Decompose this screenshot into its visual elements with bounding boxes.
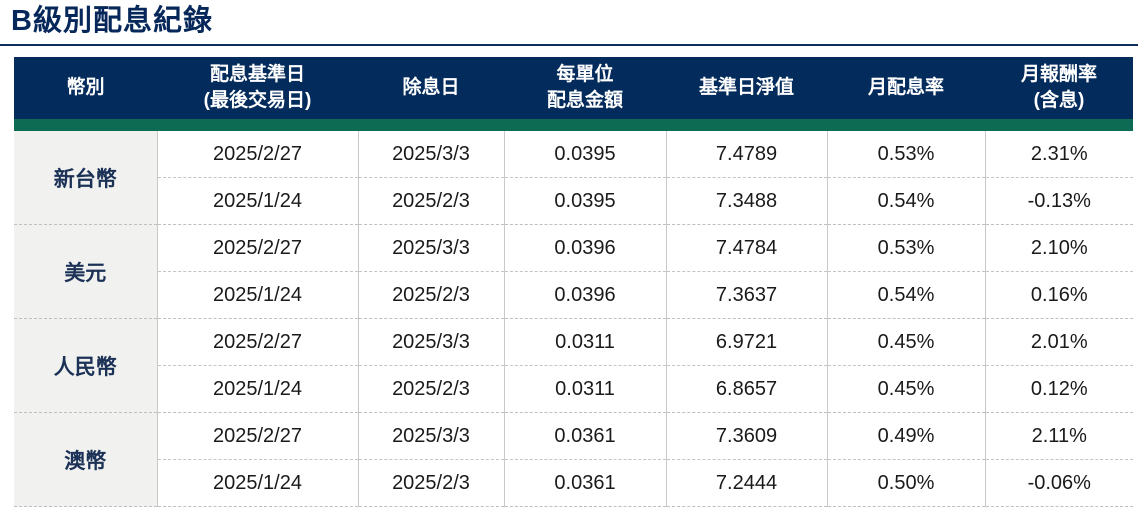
col-header-record-date-label: 配息基準日 xyxy=(209,64,305,85)
col-header-currency-label: 幣別 xyxy=(66,77,105,98)
currency-cell: 澳幣 xyxy=(14,412,157,507)
monthly-return-cell: 2.11% xyxy=(984,412,1133,460)
page-title: B級別配息紀錄 xyxy=(11,5,213,37)
ex-dividend-date-cell: 2025/2/3 xyxy=(357,177,504,225)
nav-cell: 7.2444 xyxy=(665,459,827,507)
nav-cell: 6.8657 xyxy=(665,365,827,413)
monthly-dividend-rate-cell: 0.45% xyxy=(826,365,985,413)
dividend-per-unit-cell: 0.0311 xyxy=(503,318,666,366)
table-row: 澳幣 2025/2/27 2025/3/3 0.0361 7.3609 0.49… xyxy=(14,412,1133,507)
dividend-record-date-cell: 2025/1/24 xyxy=(156,271,358,319)
table-row: 2025/1/24 2025/2/3 0.0395 7.3488 0.54% -… xyxy=(14,177,1133,225)
nav-cell: 7.4789 xyxy=(665,125,827,178)
col-header-monthly-return-label: 月報酬率 xyxy=(1020,64,1097,85)
monthly-dividend-rate-cell: 0.45% xyxy=(826,318,985,366)
dividend-per-unit-cell: 0.0396 xyxy=(503,224,666,272)
monthly-return-cell: 2.31% xyxy=(984,125,1133,178)
currency-cell: 人民幣 xyxy=(14,318,157,413)
monthly-return-cell: 2.01% xyxy=(984,318,1133,366)
dividend-record-date-cell: 2025/1/24 xyxy=(156,459,358,507)
monthly-dividend-rate-cell: 0.50% xyxy=(826,459,985,507)
ex-dividend-date-cell: 2025/3/3 xyxy=(357,224,504,272)
col-header-ex-dividend-date: 除息日 xyxy=(358,57,504,131)
dividend-record-date-cell: 2025/2/27 xyxy=(156,412,358,460)
dividend-record-date-cell: 2025/1/24 xyxy=(156,177,358,225)
monthly-dividend-rate-cell: 0.49% xyxy=(826,412,985,460)
col-header-record-date: 配息基準日 (最後交易日) xyxy=(157,57,358,131)
table-row: 2025/1/24 2025/2/3 0.0311 6.8657 0.45% 0… xyxy=(14,365,1133,413)
nav-cell: 6.9721 xyxy=(665,318,827,366)
ex-dividend-date-cell: 2025/2/3 xyxy=(357,459,504,507)
dividend-per-unit-cell: 0.0361 xyxy=(503,412,666,460)
table-row: 美元 2025/2/27 2025/3/3 0.0396 7.4784 0.53… xyxy=(14,224,1133,319)
col-header-monthly-dividend-rate-label: 月配息率 xyxy=(867,77,944,98)
ex-dividend-date-cell: 2025/3/3 xyxy=(357,318,504,366)
dividend-record-date-cell: 2025/1/24 xyxy=(156,365,358,413)
ex-dividend-date-cell: 2025/2/3 xyxy=(357,271,504,319)
col-header-currency: 幣別 xyxy=(14,57,157,131)
table-row: 人民幣 2025/2/27 2025/3/3 0.0311 6.9721 0.4… xyxy=(14,318,1133,413)
dividend-per-unit-cell: 0.0395 xyxy=(503,177,666,225)
dividend-record-date-cell: 2025/2/27 xyxy=(156,224,358,272)
col-header-monthly-dividend-rate: 月配息率 xyxy=(827,57,985,131)
ex-dividend-date-cell: 2025/3/3 xyxy=(357,412,504,460)
dividend-per-unit-cell: 0.0311 xyxy=(503,365,666,413)
nav-cell: 7.3488 xyxy=(665,177,827,225)
monthly-dividend-rate-cell: 0.53% xyxy=(826,125,985,178)
dividend-record-date-cell: 2025/2/27 xyxy=(156,125,358,178)
col-header-dividend-per-unit-label: 每單位 xyxy=(556,64,614,85)
dividend-table-container: 幣別 配息基準日 (最後交易日) 除息日 每單位 配息金額 基準日淨值 xyxy=(14,57,1138,507)
monthly-return-cell: -0.13% xyxy=(984,177,1133,225)
monthly-return-cell: 0.16% xyxy=(984,271,1133,319)
ex-dividend-date-cell: 2025/3/3 xyxy=(357,125,504,178)
dividend-per-unit-cell: 0.0361 xyxy=(503,459,666,507)
col-header-monthly-return: 月報酬率 (含息) xyxy=(985,57,1133,131)
dividend-per-unit-cell: 0.0395 xyxy=(503,125,666,178)
monthly-dividend-rate-cell: 0.54% xyxy=(826,177,985,225)
monthly-return-cell: -0.06% xyxy=(984,459,1133,507)
currency-cell: 新台幣 xyxy=(14,125,157,225)
table-row: 新台幣 2025/2/27 2025/3/3 0.0395 7.4789 0.5… xyxy=(14,125,1133,225)
dividend-record-date-cell: 2025/2/27 xyxy=(156,318,358,366)
table-row: 2025/1/24 2025/2/3 0.0361 7.2444 0.50% -… xyxy=(14,459,1133,507)
ex-dividend-date-cell: 2025/2/3 xyxy=(357,365,504,413)
nav-cell: 7.3637 xyxy=(665,271,827,319)
col-header-nav-label: 基準日淨值 xyxy=(698,77,794,98)
table-row: 2025/1/24 2025/2/3 0.0396 7.3637 0.54% 0… xyxy=(14,271,1133,319)
col-header-nav: 基準日淨值 xyxy=(666,57,827,131)
monthly-return-cell: 0.12% xyxy=(984,365,1133,413)
monthly-dividend-rate-cell: 0.53% xyxy=(826,224,985,272)
nav-cell: 7.4784 xyxy=(665,224,827,272)
dividend-record-table: 幣別 配息基準日 (最後交易日) 除息日 每單位 配息金額 基準日淨值 xyxy=(14,57,1133,507)
monthly-return-cell: 2.10% xyxy=(984,224,1133,272)
col-header-dividend-per-unit: 每單位 配息金額 xyxy=(504,57,666,131)
currency-cell: 美元 xyxy=(14,224,157,319)
header-row: 幣別 配息基準日 (最後交易日) 除息日 每單位 配息金額 基準日淨值 xyxy=(14,57,1133,131)
nav-cell: 7.3609 xyxy=(665,412,827,460)
title-block: B級別配息紀錄 xyxy=(0,0,1138,46)
monthly-dividend-rate-cell: 0.54% xyxy=(826,271,985,319)
dividend-per-unit-cell: 0.0396 xyxy=(503,271,666,319)
col-header-ex-dividend-date-label: 除息日 xyxy=(402,77,460,98)
